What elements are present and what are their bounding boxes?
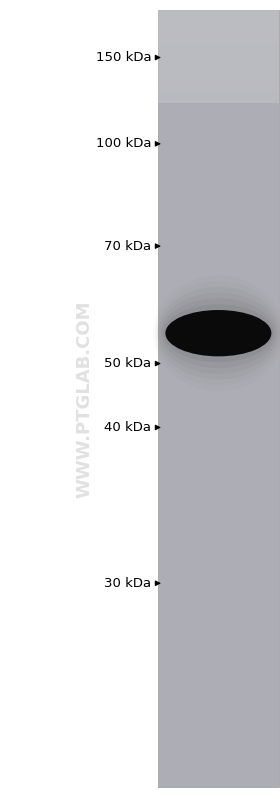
- Bar: [158, 68, 279, 74]
- Bar: [158, 103, 279, 109]
- Bar: [158, 27, 279, 33]
- Text: 150 kDa: 150 kDa: [95, 51, 151, 64]
- Bar: [158, 74, 279, 80]
- Bar: [158, 121, 279, 126]
- Bar: [158, 97, 279, 103]
- Bar: [158, 22, 279, 27]
- Text: 100 kDa: 100 kDa: [96, 137, 151, 150]
- Bar: [158, 50, 279, 56]
- Ellipse shape: [163, 304, 274, 362]
- Bar: [158, 62, 279, 68]
- Bar: [158, 114, 279, 121]
- Bar: [158, 109, 279, 114]
- Bar: [158, 10, 279, 15]
- Bar: [158, 15, 279, 22]
- Bar: [158, 80, 279, 85]
- Bar: [158, 91, 279, 97]
- Text: 50 kDa: 50 kDa: [104, 357, 151, 370]
- Bar: [158, 85, 279, 91]
- Text: 70 kDa: 70 kDa: [104, 240, 151, 252]
- Bar: [158, 10, 279, 787]
- Text: 40 kDa: 40 kDa: [104, 421, 151, 434]
- Bar: [158, 10, 279, 103]
- Ellipse shape: [161, 299, 276, 368]
- Text: 30 kDa: 30 kDa: [104, 577, 151, 590]
- Bar: [158, 33, 279, 38]
- Text: WWW.PTGLAB.COM: WWW.PTGLAB.COM: [75, 300, 93, 499]
- Bar: [158, 56, 279, 62]
- Bar: [158, 45, 279, 50]
- Ellipse shape: [159, 292, 278, 374]
- Bar: [158, 38, 279, 45]
- Ellipse shape: [165, 310, 271, 356]
